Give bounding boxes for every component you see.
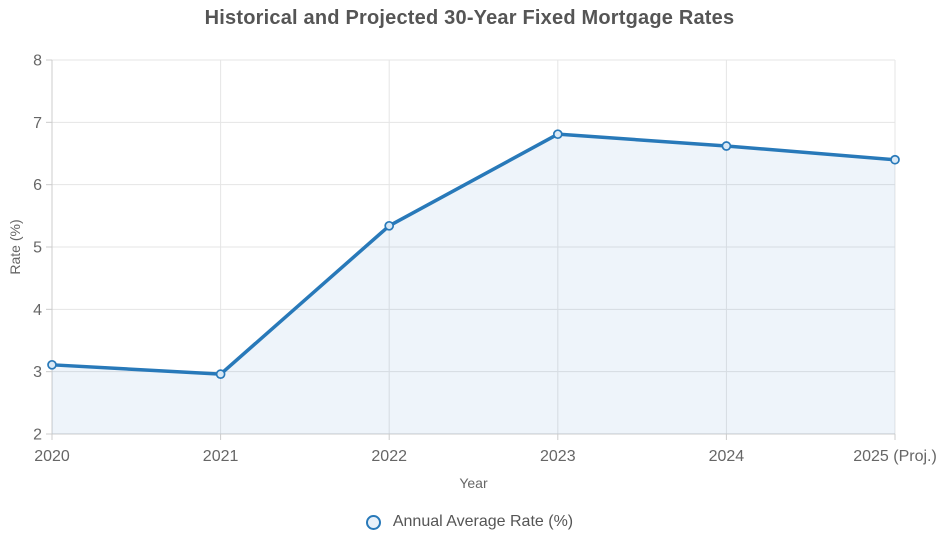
series-area-fill: [52, 134, 895, 434]
y-tick-label: 8: [33, 53, 42, 70]
y-tick-label: 3: [33, 364, 42, 381]
y-tick-label: 5: [33, 240, 42, 257]
data-point-marker[interactable]: [384, 220, 395, 231]
chart-title: Historical and Projected 30-Year Fixed M…: [204, 7, 735, 29]
x-tick-label: 2024: [709, 448, 745, 465]
y-tick-label: 6: [33, 177, 42, 194]
data-point-marker[interactable]: [552, 129, 563, 140]
y-axis-title: Rate (%): [7, 219, 23, 274]
legend-circle-marker-icon[interactable]: [365, 514, 381, 530]
x-tick-label: 2021: [203, 448, 239, 465]
x-tick-label: 2025 (Proj.): [853, 448, 937, 465]
legend: Annual Average Rate (%): [0, 509, 939, 535]
data-point-marker[interactable]: [215, 369, 226, 380]
x-tick-label: 2022: [371, 448, 407, 465]
x-tick-label: 2020: [34, 448, 70, 465]
series-line: [50, 132, 897, 376]
y-tick-label: 7: [33, 115, 42, 132]
data-point-marker[interactable]: [721, 141, 732, 151]
data-point-marker[interactable]: [47, 359, 57, 370]
data-point-marker[interactable]: [890, 154, 900, 165]
legend-series-label[interactable]: Annual Average Rate (%): [392, 513, 574, 530]
x-axis-title: Year: [459, 475, 488, 491]
x-tick-label: 2023: [540, 448, 576, 465]
y-tick-label: 4: [33, 302, 42, 319]
y-tick-label: 2: [33, 427, 42, 444]
